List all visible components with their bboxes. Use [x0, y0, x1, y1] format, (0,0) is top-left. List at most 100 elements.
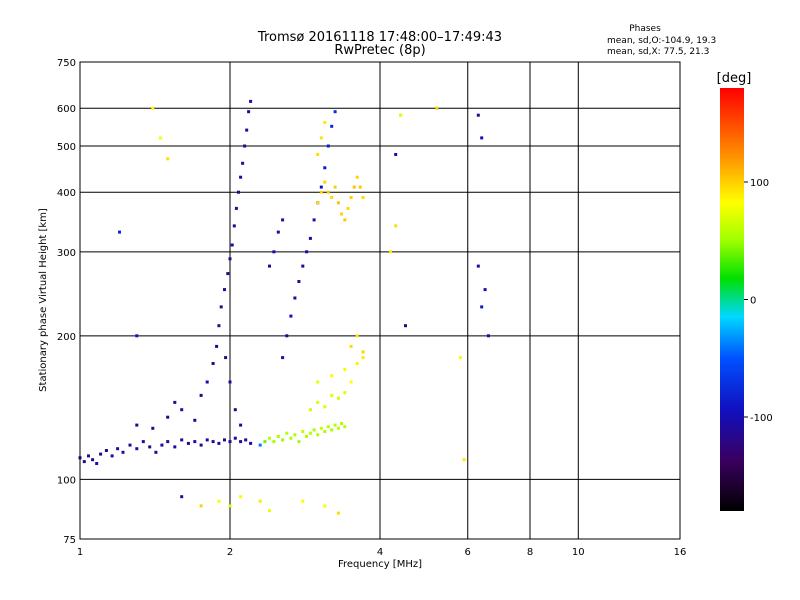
data-point [224, 356, 228, 360]
data-point [305, 435, 309, 438]
data-point [180, 408, 184, 412]
data-point [308, 408, 312, 412]
data-point [343, 425, 347, 429]
data-point [476, 264, 480, 268]
colorbar [720, 88, 744, 511]
data-point [215, 344, 219, 348]
data-point [330, 124, 334, 128]
data-point [333, 185, 337, 189]
data-point [346, 206, 350, 210]
y-tick-label: 100 [57, 475, 76, 486]
data-point [486, 334, 490, 338]
y-tick-label: 400 [57, 188, 76, 199]
data-point [228, 380, 232, 384]
data-point [458, 356, 462, 360]
data-point [233, 436, 237, 440]
y-tick-label: 600 [57, 104, 76, 115]
y-axis-label: Stationary phase Virtual Height [km] [38, 208, 49, 392]
grid-lines [80, 62, 680, 539]
data-point [336, 511, 340, 515]
data-point [230, 243, 234, 247]
data-point [228, 504, 232, 508]
y-tick-label: 200 [57, 332, 76, 343]
colorbar-label: [deg] [717, 71, 752, 86]
data-point [199, 443, 203, 447]
axis-ticks: 1 2 4 6 8 10 16 75 100 200 300 400 500 600 750 [57, 58, 686, 558]
data-point [268, 264, 271, 268]
data-point [333, 423, 337, 427]
data-point [193, 418, 197, 422]
data-point [166, 440, 170, 444]
y-tick-label: 500 [57, 142, 76, 153]
data-point [319, 426, 323, 430]
data-point [323, 180, 327, 184]
x-tick-label: 8 [527, 547, 533, 558]
data-point [340, 422, 344, 425]
data-point [281, 438, 285, 442]
data-point [330, 393, 334, 397]
data-point [316, 380, 320, 384]
data-point [166, 415, 170, 419]
data-point [301, 264, 305, 268]
data-point [323, 405, 327, 409]
data-point [319, 190, 323, 194]
x-tick-label: 10 [572, 547, 585, 558]
data-point [173, 445, 177, 449]
data-point [228, 257, 232, 261]
chart-subtitle: RwPretec (8p) [334, 43, 425, 58]
data-point [99, 452, 103, 456]
data-point [141, 440, 145, 444]
data-point [343, 391, 347, 395]
data-point [330, 374, 334, 378]
data-point [349, 196, 353, 199]
data-point [285, 334, 289, 338]
data-point [326, 144, 330, 148]
y-tick-label: 75 [63, 535, 76, 546]
data-point [160, 443, 164, 447]
data-point [258, 499, 262, 503]
data-point [293, 296, 297, 300]
data-point [228, 440, 232, 444]
data-point [245, 128, 249, 132]
phase-stats-heading: Phases [629, 24, 661, 34]
data-point [268, 436, 271, 440]
data-point [239, 495, 243, 499]
data-point [326, 425, 330, 429]
data-point [476, 113, 480, 117]
data-point [281, 218, 285, 222]
data-point [323, 166, 327, 170]
data-point [336, 396, 340, 400]
data-point [480, 136, 484, 140]
data-point [249, 441, 253, 445]
data-point [263, 440, 267, 444]
data-point [316, 433, 320, 437]
data-point [319, 136, 323, 140]
data-point [301, 430, 305, 433]
data-point [323, 504, 327, 508]
data-point [239, 423, 243, 427]
data-point [349, 344, 353, 348]
data-point [217, 499, 221, 503]
data-point [247, 110, 251, 114]
data-point [151, 106, 155, 110]
data-point [180, 495, 184, 499]
data-point [244, 438, 248, 442]
data-point [312, 428, 316, 432]
data-point [272, 440, 276, 444]
data-point [193, 440, 197, 444]
data-point [118, 230, 121, 234]
x-tick-label: 6 [465, 547, 471, 558]
data-point [361, 350, 365, 354]
colorbar-tick-label: -100 [750, 413, 773, 424]
data-point [394, 153, 398, 156]
data-point [316, 153, 320, 156]
data-point [343, 368, 347, 371]
data-point [361, 356, 365, 360]
data-point [355, 362, 359, 365]
data-point [258, 443, 262, 447]
data-point [316, 201, 320, 205]
x-tick-label: 1 [77, 547, 83, 558]
data-point [285, 431, 289, 435]
data-point [435, 106, 439, 110]
data-point [361, 196, 365, 199]
